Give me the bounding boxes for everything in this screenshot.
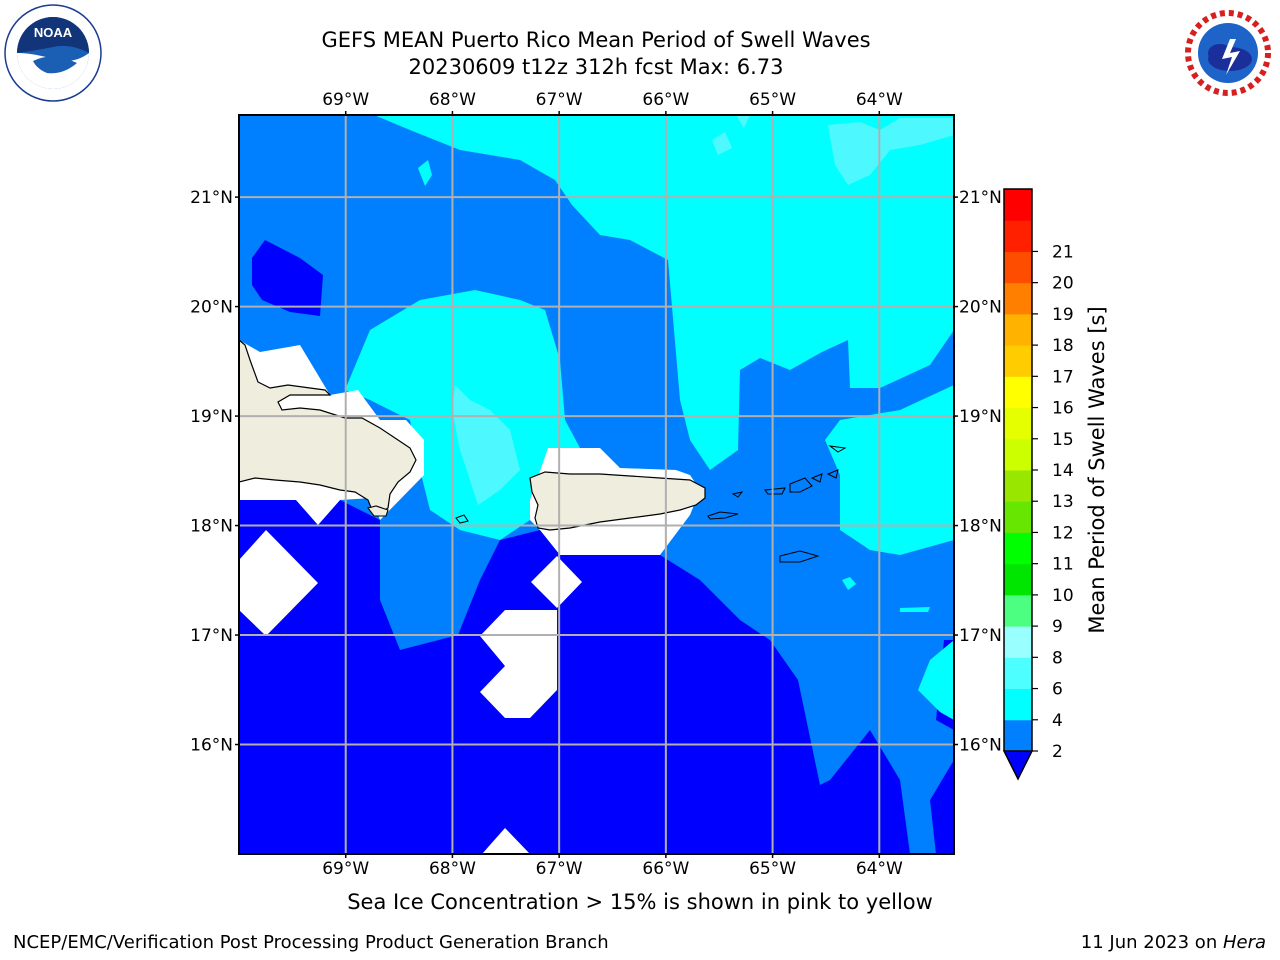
colorbar-segment [1004,594,1032,627]
colorbar-tick-label: 14 [1052,461,1074,481]
swell-period-field [239,115,954,854]
colorbar-segment [1004,688,1032,721]
lat-label-left: 18°N [190,517,233,537]
footer-credit: NCEP/EMC/Verification Post Processing Pr… [13,932,609,953]
colorbar-segment [1004,251,1032,284]
colorbar-extend-triangle [1002,750,1034,781]
colorbar-segment [1004,345,1032,377]
nws-logo [1181,6,1275,100]
colorbar-segment [1004,719,1032,752]
colorbar-tick-label: 19 [1052,305,1074,325]
lon-label-top: 66°W [642,90,689,110]
map-frame [238,114,955,855]
colorbar-segment [1004,282,1032,315]
lat-label-right: 16°N [959,736,1002,756]
lon-label-top: 67°W [536,90,583,110]
colorbar-segment [1004,313,1032,346]
map-subtitle: 20230609 t12z 312h fcst Max: 6.73 [408,55,784,79]
colorbar-tick-label: 10 [1052,586,1074,606]
colorbar-tick-label: 4 [1052,711,1063,731]
colorbar-tick-label: 21 [1052,242,1074,262]
colorbar: 2 4 6 8 9 10 11 12 13 14 15 16 17 18 19 20 21 [1002,188,1074,781]
axis-ticks: 69°W 69°W 68°W 68°W 67°W 67°W 66°W 66°W 65°W 65°W… [190,90,1002,879]
noaa-logo: NOAA [4,4,102,102]
footer-date-text: 11 Jun 2023 on [1080,932,1223,953]
colorbar-tick-label: 9 [1052,617,1063,637]
colorbar-tick-label: 8 [1052,648,1063,668]
colorbar-tick-label: 18 [1052,336,1074,356]
lat-label-right: 17°N [959,626,1002,646]
lat-label-right: 20°N [959,298,1002,318]
map-title: GEFS MEAN Puerto Rico Mean Period of Swe… [321,28,871,52]
lat-label-left: 20°N [190,298,233,318]
colorbar-tick-label: 12 [1052,523,1074,543]
colorbar-segment [1004,626,1032,658]
svg-text:NOAA: NOAA [34,25,73,40]
colorbar-label: Mean Period of Swell Waves [s] [1085,306,1109,634]
colorbar-tick-label: 13 [1052,492,1074,512]
lon-label-bottom: 64°W [856,859,903,879]
lat-label-right: 21°N [959,188,1002,208]
lat-label-right: 19°N [959,407,1002,427]
lat-label-right: 18°N [959,517,1002,537]
colorbar-segment [1004,657,1032,690]
lon-label-top: 68°W [429,90,476,110]
colorbar-tick-label: 16 [1052,399,1074,419]
lon-label-bottom: 69°W [322,859,369,879]
colorbar-tick-label: 17 [1052,367,1074,387]
colorbar-segment [1004,407,1032,440]
colorbar-segment [1004,189,1032,221]
lat-label-left: 16°N [190,736,233,756]
colorbar-segment [1004,220,1032,252]
lon-label-top: 69°W [322,90,369,110]
colorbar-tick-label: 11 [1052,555,1074,575]
colorbar-segment [1004,501,1032,533]
lon-label-top: 64°W [856,90,903,110]
lon-label-bottom: 68°W [429,859,476,879]
colorbar-segment [1004,376,1032,409]
colorbar-segment [1004,563,1032,596]
colorbar-tick-label: 20 [1052,274,1074,294]
colorbar-segment [1004,438,1032,471]
colorbar-segment [1004,532,1032,565]
lon-label-bottom: 65°W [749,859,796,879]
lat-label-left: 17°N [190,626,233,646]
lon-label-bottom: 67°W [536,859,583,879]
lat-lon-grid [239,115,954,854]
footer-date: 11 Jun 2023 on Hera [1081,932,1266,953]
sea-ice-caption: Sea Ice Concentration > 15% is shown in … [347,890,933,914]
lon-label-top: 65°W [749,90,796,110]
lat-label-left: 19°N [190,407,233,427]
lat-label-left: 21°N [190,188,233,208]
colorbar-tick-label: 15 [1052,430,1074,450]
colorbar-tick-label: 2 [1052,742,1063,762]
footer-machine: Hera [1222,932,1266,953]
colorbar-tick-label: 6 [1052,680,1063,700]
lon-label-bottom: 66°W [642,859,689,879]
colorbar-segment [1004,470,1032,502]
